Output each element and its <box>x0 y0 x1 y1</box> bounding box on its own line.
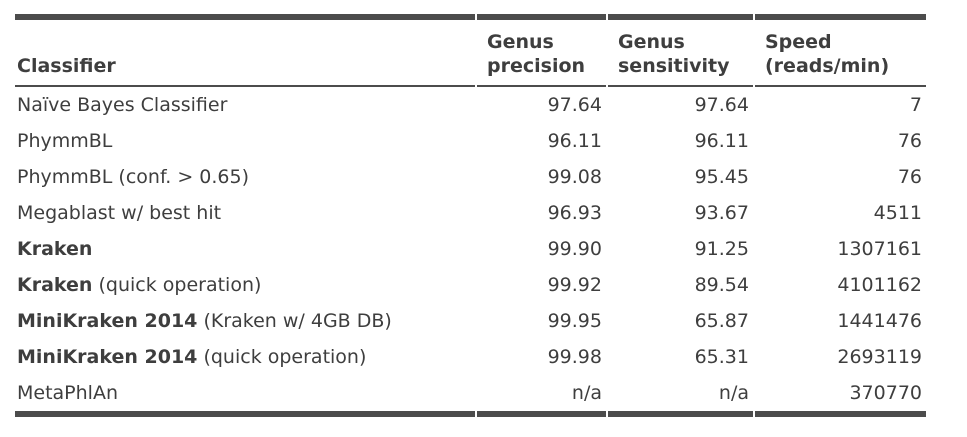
classifier-cell: Megablast w/ best hit <box>17 202 222 224</box>
classifier-cell: Kraken (quick operation) <box>17 274 262 296</box>
precision-cell: 96.93 <box>547 202 602 224</box>
sensitivity-cell: 93.67 <box>694 202 749 224</box>
classifier-cell: MiniKraken 2014 (Kraken w/ 4GB DB) <box>17 310 392 332</box>
speed-cell: 7 <box>909 94 922 116</box>
table-row: MiniKraken 2014 (quick operation) 99.98 … <box>15 339 926 375</box>
table-row: PhymmBL 96.11 96.11 76 <box>15 123 926 159</box>
sensitivity-cell: 96.11 <box>694 130 749 152</box>
precision-cell: 97.64 <box>547 94 602 116</box>
precision-cell: 99.98 <box>547 346 602 368</box>
classifier-cell: PhymmBL <box>17 130 113 152</box>
table-row: PhymmBL (conf. > 0.65) 99.08 95.45 76 <box>15 159 926 195</box>
precision-cell: 99.08 <box>547 166 602 188</box>
sensitivity-cell: 97.64 <box>694 94 749 116</box>
classifier-cell: MetaPhlAn <box>15 375 475 417</box>
table-row: MiniKraken 2014 (Kraken w/ 4GB DB) 99.95… <box>15 303 926 339</box>
speed-cell: 4511 <box>873 202 922 224</box>
classifier-comparison-table-wrapper: Classifier Genus precision Genus sensiti… <box>13 14 928 417</box>
table-row: Kraken 99.90 91.25 1307161 <box>15 231 926 267</box>
precision-cell: 99.90 <box>547 238 602 260</box>
precision-cell: 99.92 <box>547 274 602 296</box>
precision-cell: n/a <box>477 375 606 417</box>
speed-cell: 1307161 <box>837 238 922 260</box>
col-header-classifier: Classifier <box>15 14 475 87</box>
sensitivity-cell: 65.87 <box>694 310 749 332</box>
sensitivity-cell: 91.25 <box>694 238 749 260</box>
col-header-genus-precision: Genus precision <box>477 14 606 87</box>
sensitivity-cell: 89.54 <box>694 274 749 296</box>
table-row: Kraken (quick operation) 99.92 89.54 410… <box>15 267 926 303</box>
precision-cell: 96.11 <box>547 130 602 152</box>
precision-cell: 99.95 <box>547 310 602 332</box>
speed-cell: 370770 <box>755 375 926 417</box>
sensitivity-cell: 65.31 <box>694 346 749 368</box>
table-row: MetaPhlAn n/a n/a 370770 <box>15 375 926 417</box>
classifier-cell: MiniKraken 2014 (quick operation) <box>17 346 367 368</box>
speed-cell: 76 <box>897 130 922 152</box>
classifier-comparison-table: Classifier Genus precision Genus sensiti… <box>13 14 928 417</box>
speed-cell: 2693119 <box>837 346 922 368</box>
col-header-speed: Speed (reads/min) <box>755 14 926 87</box>
table-row: Naïve Bayes Classifier 97.64 97.64 7 <box>15 87 926 123</box>
speed-cell: 4101162 <box>837 274 922 296</box>
table-row: Megablast w/ best hit 96.93 93.67 4511 <box>15 195 926 231</box>
speed-cell: 76 <box>897 166 922 188</box>
sensitivity-cell: 95.45 <box>694 166 749 188</box>
header-row: Classifier Genus precision Genus sensiti… <box>15 14 926 87</box>
sensitivity-cell: n/a <box>608 375 753 417</box>
classifier-cell: PhymmBL (conf. > 0.65) <box>17 166 250 188</box>
classifier-cell: Naïve Bayes Classifier <box>17 94 228 116</box>
col-header-genus-sensitivity: Genus sensitivity <box>608 14 753 87</box>
speed-cell: 1441476 <box>837 310 922 332</box>
col-header-classifier-label: Classifier <box>17 55 116 77</box>
classifier-cell: Kraken <box>17 238 93 260</box>
